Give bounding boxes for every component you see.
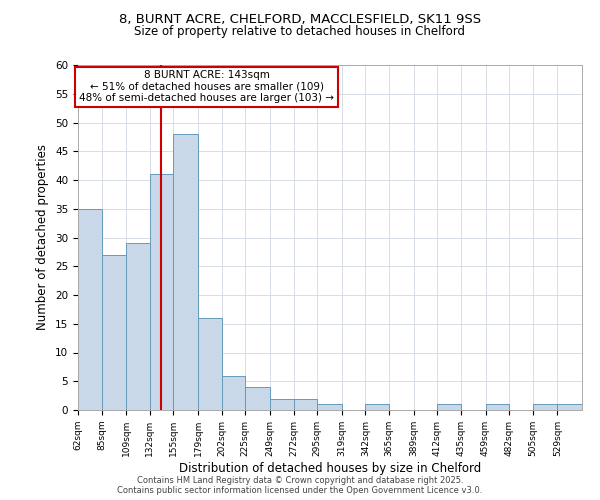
Bar xyxy=(173,134,198,410)
Text: 8 BURNT ACRE: 143sqm
← 51% of detached houses are smaller (109)
48% of semi-deta: 8 BURNT ACRE: 143sqm ← 51% of detached h… xyxy=(79,70,334,103)
Bar xyxy=(150,174,173,410)
Y-axis label: Number of detached properties: Number of detached properties xyxy=(37,144,49,330)
Bar xyxy=(533,404,557,410)
Text: Contains HM Land Registry data © Crown copyright and database right 2025.: Contains HM Land Registry data © Crown c… xyxy=(137,476,463,485)
Text: 8, BURNT ACRE, CHELFORD, MACCLESFIELD, SK11 9SS: 8, BURNT ACRE, CHELFORD, MACCLESFIELD, S… xyxy=(119,12,481,26)
Bar xyxy=(270,398,293,410)
X-axis label: Distribution of detached houses by size in Chelford: Distribution of detached houses by size … xyxy=(179,462,481,474)
Text: Size of property relative to detached houses in Chelford: Size of property relative to detached ho… xyxy=(134,25,466,38)
Text: Contains public sector information licensed under the Open Government Licence v3: Contains public sector information licen… xyxy=(118,486,482,495)
Bar xyxy=(126,244,150,410)
Bar xyxy=(317,404,342,410)
Bar xyxy=(365,404,389,410)
Bar xyxy=(485,404,509,410)
Bar xyxy=(437,404,461,410)
Bar xyxy=(245,387,270,410)
Bar xyxy=(78,209,101,410)
Bar xyxy=(198,318,222,410)
Bar xyxy=(222,376,245,410)
Bar xyxy=(101,255,126,410)
Bar xyxy=(293,398,317,410)
Bar xyxy=(557,404,582,410)
